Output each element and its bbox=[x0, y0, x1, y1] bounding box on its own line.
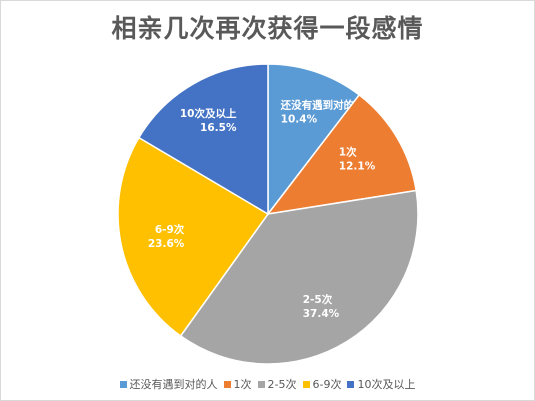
slice-value-label: 10.4% bbox=[281, 114, 318, 126]
slice-value-label: 37.4% bbox=[303, 308, 340, 320]
pie-slice-6-9 bbox=[117, 136, 270, 337]
legend-label: 还没有遇到对的人 bbox=[129, 378, 218, 391]
legend-swatch bbox=[347, 380, 355, 388]
legend-swatch bbox=[119, 380, 127, 388]
legend-item: 2-5次 bbox=[257, 376, 297, 392]
legend-item: 还没有遇到对的人 bbox=[119, 376, 218, 392]
legend-label: 1次 bbox=[233, 378, 252, 391]
legend-label: 10次及以上 bbox=[357, 378, 416, 391]
slice-category-label: 2-5次 bbox=[303, 293, 333, 306]
legend-label: 6-9次 bbox=[312, 378, 342, 391]
slice-category-label: 10次及以上 bbox=[180, 107, 237, 120]
pie-slice-10-plus bbox=[137, 63, 269, 216]
pie-chart: 还没有遇到对的人 10.4% 1次 12.1% 2-5次 37.4% 6-9次 23.6% 10… bbox=[117, 63, 419, 365]
slice-category-label: 还没有遇到对的人 bbox=[280, 99, 365, 112]
slice-value-label: 12.1% bbox=[339, 161, 376, 173]
legend-swatch bbox=[257, 380, 265, 388]
chart-title: 相亲几次再次获得一段感情 bbox=[111, 14, 424, 43]
slice-value-label: 16.5% bbox=[200, 122, 237, 134]
slice-value-label: 23.6% bbox=[148, 238, 185, 250]
pie-slice-once bbox=[266, 93, 418, 216]
slice-category-label: 1次 bbox=[339, 146, 357, 159]
legend: 还没有遇到对的人 1次 2-5次 6-9次 10次及以上 bbox=[1, 376, 534, 392]
legend-item: 10次及以上 bbox=[347, 376, 415, 392]
legend-item: 6-9次 bbox=[302, 376, 342, 392]
legend-label: 2-5次 bbox=[267, 378, 297, 391]
legend-swatch bbox=[223, 380, 231, 388]
legend-item: 1次 bbox=[223, 376, 252, 392]
pie-slice-2-5 bbox=[179, 189, 419, 365]
slice-category-label: 6-9次 bbox=[155, 223, 185, 236]
legend-swatch bbox=[302, 380, 310, 388]
pie-slice-not-yet bbox=[267, 63, 361, 217]
